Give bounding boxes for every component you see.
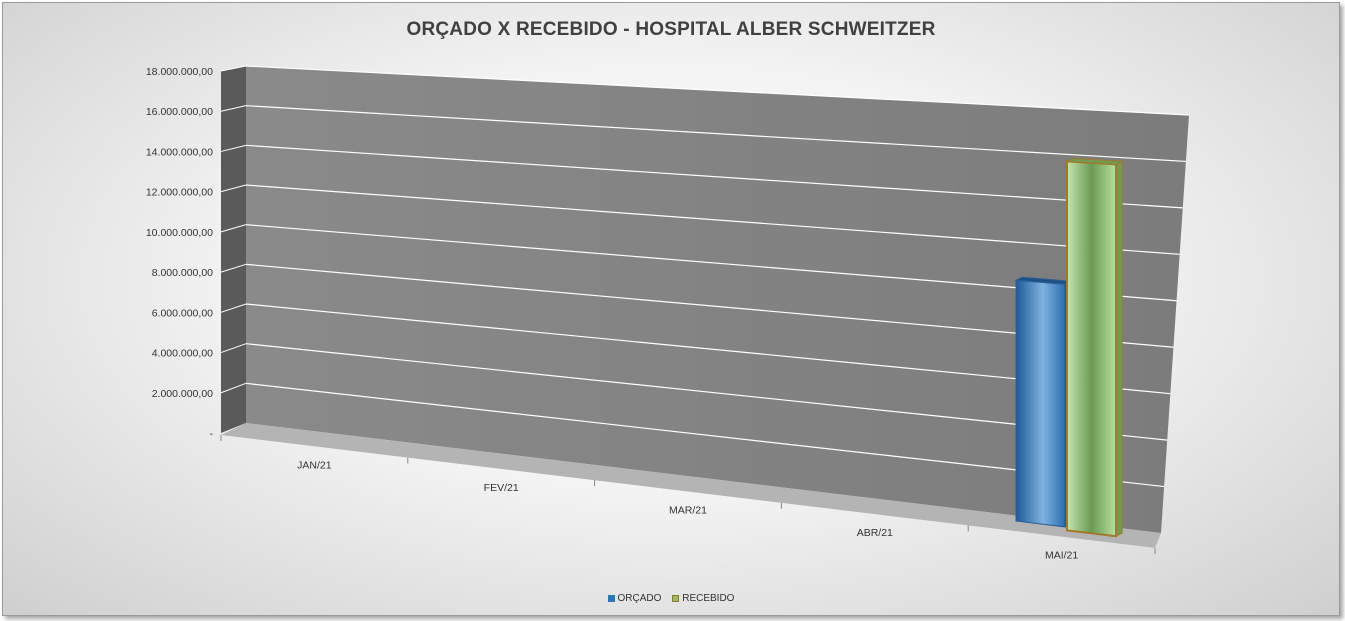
bar-orçado-mai-21 [1014, 276, 1073, 528]
gridline [245, 184, 1180, 255]
gridline [245, 65, 1190, 116]
gridline-side [220, 343, 247, 354]
legend: ORÇADO RECEBIDO [3, 593, 1339, 605]
gridline-side [220, 224, 247, 233]
y-tick-label: 2.000.000,00 [152, 388, 213, 400]
legend-label-orcado: ORÇADO [617, 593, 662, 604]
gridline-side [220, 184, 247, 193]
y-tick-label: 4.000.000,00 [152, 348, 213, 360]
gridline-side [220, 144, 247, 152]
gridline-side [220, 65, 247, 72]
back-wall [246, 66, 1189, 533]
gridline-side [220, 263, 247, 273]
gridline [245, 144, 1183, 209]
y-tick-label: 14.000.000,00 [146, 146, 213, 158]
x-tick-label: ABR/21 [857, 527, 893, 539]
x-tick-label: MAR/21 [669, 505, 707, 517]
gridline [245, 105, 1186, 163]
x-tick-label: MAI/21 [1045, 550, 1078, 562]
legend-swatch-orcado [607, 595, 615, 602]
floor [221, 423, 1161, 548]
y-tick-label: 18.000.000,00 [146, 66, 213, 78]
y-tick-label: 16.000.000,00 [146, 106, 213, 118]
side-wall [221, 66, 246, 433]
chart-title: ORÇADO X RECEBIDO - HOSPITAL ALBER SCHWE… [406, 19, 936, 40]
bar-recebido-mai-21 [1065, 157, 1124, 538]
y-tick-label: 12.000.000,00 [146, 187, 213, 199]
y-tick-label: - [210, 428, 214, 440]
gridline [245, 382, 1165, 488]
y-tick-label: 8.000.000,00 [152, 267, 213, 279]
y-tick-label: 10.000.000,00 [146, 227, 213, 239]
gridline [245, 343, 1168, 441]
gridline-side [220, 105, 247, 112]
x-tick-label: FEV/21 [484, 482, 519, 494]
legend-swatch-recebido [672, 595, 680, 602]
gridline-side [220, 303, 247, 313]
legend-item-orcado: ORÇADO [607, 593, 662, 604]
x-tick-label: JAN/21 [297, 459, 332, 471]
legend-item-recebido: RECEBIDO [672, 593, 734, 604]
gridline-side [220, 382, 247, 394]
y-tick-label: 6.000.000,00 [152, 307, 213, 319]
legend-label-recebido: RECEBIDO [682, 593, 735, 604]
chart-plot: - 2.000.000,00 4.000.000,00 6.000.000,00 8.0… [146, 65, 1190, 562]
